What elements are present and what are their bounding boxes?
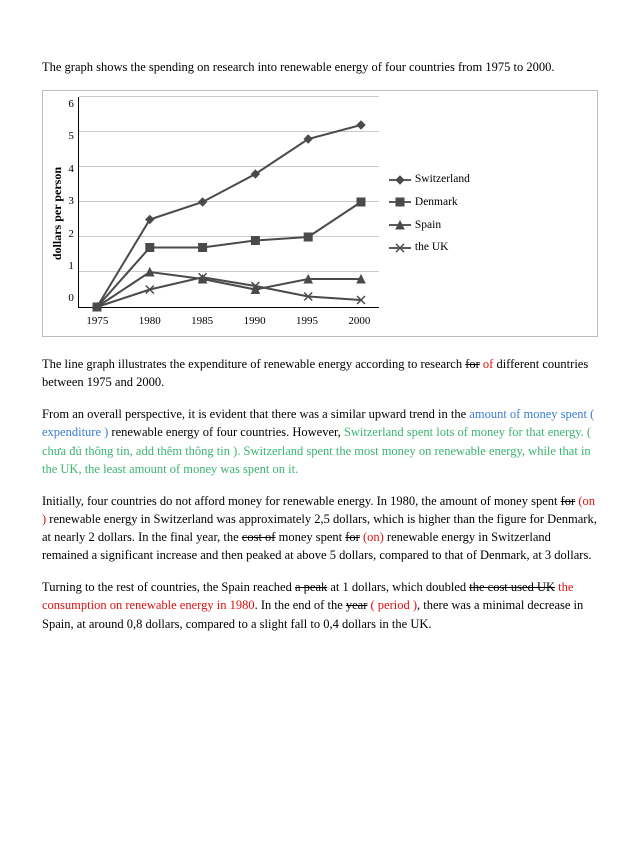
paragraph-4: Initially, four countries do not afford … — [42, 492, 598, 565]
document-page: The graph shows the spending on research… — [0, 0, 640, 853]
legend: Switzerland Denmark Spain the UK — [379, 97, 470, 330]
line-chart: dollars per person 6543210 1975198019851… — [42, 90, 598, 337]
legend-item: the UK — [389, 239, 470, 256]
paragraph-2: The line graph illustrates the expenditu… — [42, 355, 598, 391]
y-ticks: 6543210 — [68, 97, 78, 307]
intro-paragraph: The graph shows the spending on research… — [42, 58, 598, 76]
legend-item: Denmark — [389, 194, 470, 211]
x-ticks: 197519801985199019952000 — [78, 314, 378, 330]
plot-area — [78, 97, 379, 308]
paragraph-5: Turning to the rest of countries, the Sp… — [42, 578, 598, 632]
paragraph-3: From an overall perspective, it is evide… — [42, 405, 598, 478]
y-axis-label: dollars per person — [47, 167, 68, 260]
legend-item: Switzerland — [389, 171, 470, 188]
legend-item: Spain — [389, 217, 470, 234]
